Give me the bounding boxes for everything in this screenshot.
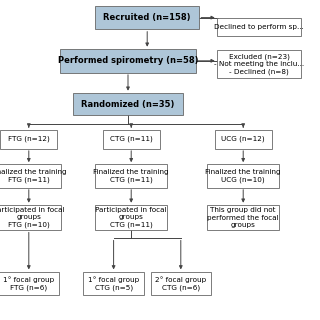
FancyBboxPatch shape (102, 130, 160, 148)
Text: Performed spirometry (n=58): Performed spirometry (n=58) (58, 56, 198, 65)
FancyBboxPatch shape (95, 6, 199, 29)
Text: Excluded (n=23)
- Not meeting the inclu...
- Declined (n=8): Excluded (n=23) - Not meeting the inclu.… (214, 53, 304, 75)
Text: Randomized (n=35): Randomized (n=35) (81, 100, 175, 108)
Text: Participated in focal
groups
FTG (n=10): Participated in focal groups FTG (n=10) (0, 207, 65, 228)
FancyBboxPatch shape (217, 18, 301, 36)
FancyBboxPatch shape (207, 164, 279, 188)
FancyBboxPatch shape (207, 205, 279, 230)
FancyBboxPatch shape (150, 272, 211, 295)
Text: Recruited (n=158): Recruited (n=158) (103, 13, 191, 22)
Text: UCG (n=12): UCG (n=12) (221, 136, 265, 142)
FancyBboxPatch shape (0, 164, 61, 188)
Text: Finalized the training
UCG (n=10): Finalized the training UCG (n=10) (205, 169, 281, 183)
FancyBboxPatch shape (0, 130, 58, 148)
FancyBboxPatch shape (0, 272, 59, 295)
FancyBboxPatch shape (217, 50, 301, 78)
Text: Declined to perform sp...: Declined to perform sp... (214, 24, 304, 30)
FancyBboxPatch shape (60, 49, 196, 73)
FancyBboxPatch shape (83, 272, 144, 295)
FancyBboxPatch shape (73, 93, 183, 115)
Text: Finalized the training
FTG (n=11): Finalized the training FTG (n=11) (0, 169, 67, 183)
Text: CTG (n=11): CTG (n=11) (110, 136, 153, 142)
FancyBboxPatch shape (0, 205, 61, 230)
Text: 1° focal group
FTG (n=6): 1° focal group FTG (n=6) (3, 276, 54, 291)
Text: 2° focal group
CTG (n=6): 2° focal group CTG (n=6) (155, 276, 206, 291)
Text: 1° focal group
CTG (n=5): 1° focal group CTG (n=5) (88, 276, 139, 291)
FancyBboxPatch shape (95, 164, 167, 188)
Text: FTG (n=12): FTG (n=12) (8, 136, 50, 142)
Text: This group did not
performed the focal
groups: This group did not performed the focal g… (207, 207, 279, 228)
FancyBboxPatch shape (215, 130, 272, 148)
Text: Finalized the training
CTG (n=11): Finalized the training CTG (n=11) (93, 169, 169, 183)
FancyBboxPatch shape (95, 205, 167, 230)
Text: Participated in focal
groups
CTG (n=11): Participated in focal groups CTG (n=11) (95, 207, 167, 228)
